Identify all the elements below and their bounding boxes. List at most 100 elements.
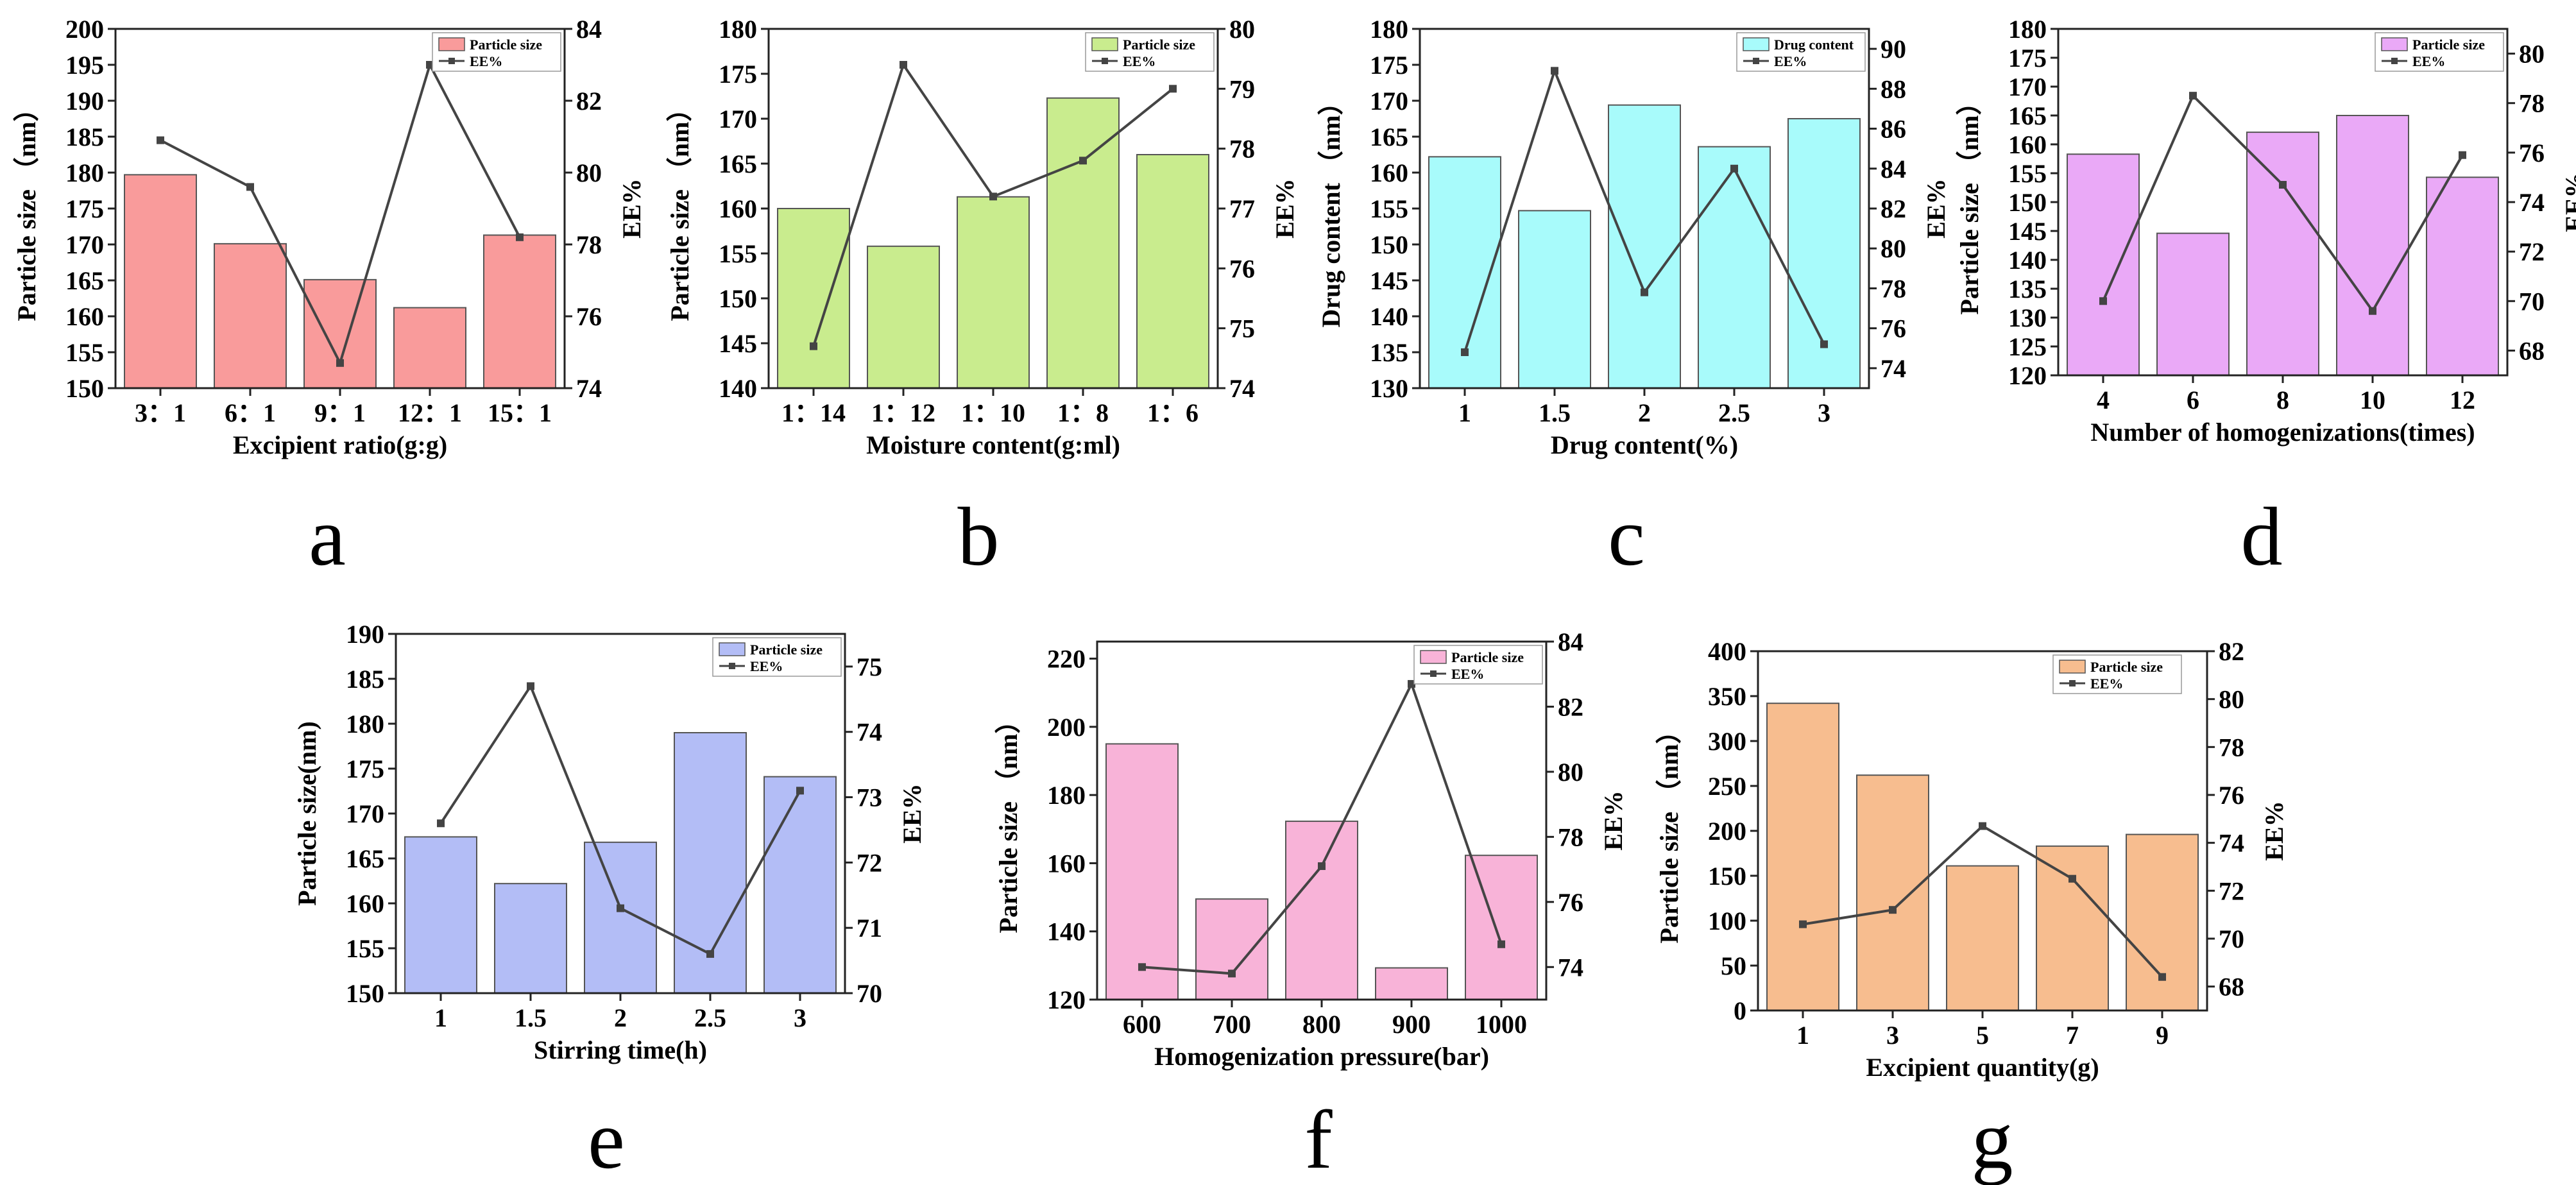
- panel-letter: d: [2241, 491, 2283, 583]
- panel-letter: b: [958, 491, 1000, 583]
- x-tick-label: 6：1: [225, 398, 276, 427]
- y-tick-label: 165: [346, 844, 384, 873]
- y-tick-label: 190: [65, 87, 104, 115]
- y-tick-label: 150: [2008, 188, 2047, 217]
- y-tick-label: 150: [346, 979, 384, 1008]
- y2-tick-label: 79: [1229, 74, 1255, 103]
- x-axis-title: Homogenization pressure(bar): [1154, 1042, 1489, 1071]
- legend-label-bars: Particle size: [470, 37, 542, 53]
- y2-tick-label: 74: [1881, 354, 1906, 383]
- y-tick-label: 155: [346, 934, 384, 963]
- ee-point: [989, 192, 997, 201]
- y-tick-label: 120: [2008, 361, 2047, 390]
- y-tick-label: 150: [1370, 230, 1408, 259]
- y2-tick-label: 76: [1229, 254, 1255, 283]
- y2-tick-label: 82: [2219, 637, 2244, 666]
- x-tick-label: 700: [1213, 1010, 1251, 1039]
- x-tick-label: 12：1: [398, 398, 462, 427]
- y2-tick-label: 68: [2219, 973, 2244, 1002]
- bar: [1285, 821, 1358, 1000]
- y2-tick-label: 90: [1881, 35, 1906, 64]
- x-tick-label: 9：1: [314, 398, 366, 427]
- legend-label-bars: Drug content: [1774, 37, 1854, 53]
- ee-point: [1979, 822, 1986, 830]
- y2-tick-label: 80: [2219, 685, 2244, 714]
- y-tick-label: 180: [2008, 15, 2047, 44]
- y-tick-label: 300: [1708, 727, 1746, 756]
- x-tick-label: 1：6: [1147, 398, 1198, 427]
- y2-tick-label: 75: [857, 652, 882, 681]
- panel-letter: f: [1304, 1094, 1333, 1185]
- bar: [1856, 774, 1929, 1011]
- ee-point: [2279, 181, 2287, 189]
- y2-tick-label: 84: [576, 15, 602, 44]
- ee-point: [2158, 973, 2166, 981]
- ee-point: [1799, 920, 1807, 928]
- legend-label-bars: Particle size: [2412, 37, 2485, 53]
- y2-tick-label: 74: [857, 718, 882, 747]
- x-tick-label: 1：12: [871, 398, 935, 427]
- chart-panel-g: 0 50 100 150 200 250 300 350 400 68 70 72 74 76 78 80 82…: [1655, 637, 2289, 1185]
- ee-point: [2068, 874, 2076, 883]
- bar: [584, 841, 657, 994]
- y-tick-label: 185: [346, 665, 384, 694]
- x-tick-label: 9: [2156, 1021, 2169, 1050]
- y-axis-title: Particle size （nm）: [994, 708, 1023, 934]
- y-axis-title: Particle size(nm): [293, 721, 321, 906]
- ee-point: [900, 61, 907, 69]
- y-tick-label: 180: [1370, 15, 1408, 44]
- legend-point-swatch: [1102, 58, 1108, 64]
- y-tick-label: 135: [1370, 338, 1408, 367]
- x-tick-label: 1000: [1476, 1010, 1527, 1039]
- y-tick-label: 165: [719, 149, 757, 178]
- legend-label-line: EE%: [1774, 53, 1807, 69]
- legend-point-swatch: [1753, 58, 1759, 64]
- y2-tick-label: 78: [2219, 733, 2244, 762]
- y-tick-label: 180: [1047, 781, 1086, 810]
- x-tick-label: 1：14: [781, 398, 846, 427]
- ee-point: [1079, 157, 1087, 165]
- y2-tick-label: 84: [1881, 155, 1906, 183]
- x-axis-title: Moisture content(g:ml): [866, 431, 1120, 459]
- chart-panel-e: 150 155 160 165 170 175 180 185 190 70 71 72 73 74 75 1…: [293, 620, 926, 1185]
- legend-bar-swatch: [1091, 37, 1118, 51]
- legend-bar-swatch: [2381, 37, 2408, 51]
- x-tick-label: 1：8: [1057, 398, 1109, 427]
- panel-letter: a: [309, 491, 346, 583]
- x-tick-label: 10: [2360, 386, 2385, 414]
- y-tick-label: 220: [1047, 645, 1086, 674]
- y2-tick-label: 76: [1881, 314, 1906, 343]
- bar: [483, 234, 556, 389]
- legend-point-swatch: [1430, 670, 1437, 677]
- y2-tick-label: 78: [2519, 89, 2545, 118]
- bar: [2067, 153, 2140, 377]
- bar: [763, 776, 837, 994]
- bar: [2246, 132, 2319, 376]
- y2-tick-label: 71: [857, 914, 882, 942]
- y-tick-label: 155: [2008, 159, 2047, 188]
- panel-letter: e: [588, 1094, 625, 1185]
- legend-bar-swatch: [1743, 37, 1770, 51]
- y-tick-label: 145: [1370, 266, 1408, 295]
- y-tick-label: 170: [1370, 87, 1408, 115]
- y2-axis-title: EE%: [898, 783, 926, 843]
- legend-label-bars: Particle size: [750, 642, 823, 658]
- ee-point: [1551, 67, 1558, 75]
- ee-point: [796, 787, 804, 795]
- y-tick-label: 135: [2008, 275, 2047, 303]
- legend-bar-swatch: [438, 37, 465, 51]
- y-tick-label: 160: [1370, 158, 1408, 187]
- x-tick-label: 7: [2066, 1021, 2079, 1050]
- y2-tick-label: 80: [1881, 234, 1906, 263]
- y2-axis-title: EE%: [617, 178, 646, 238]
- legend-label-line: EE%: [2412, 53, 2445, 69]
- bar: [1046, 97, 1120, 389]
- y-tick-label: 200: [65, 15, 104, 44]
- ee-point: [1461, 348, 1469, 356]
- y2-tick-label: 80: [576, 158, 602, 187]
- y-tick-label: 160: [346, 889, 384, 918]
